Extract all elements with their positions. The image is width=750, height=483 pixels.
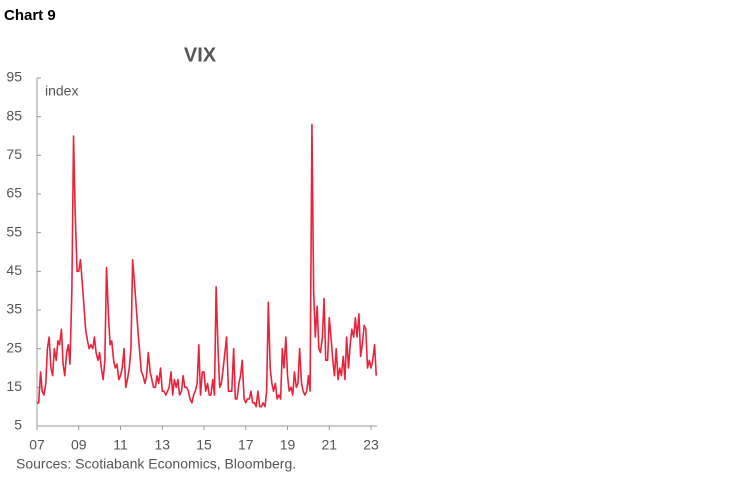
x-tick-label: 15 bbox=[196, 437, 212, 453]
x-tick-label: 21 bbox=[321, 437, 337, 453]
x-tick-label: 11 bbox=[113, 437, 128, 453]
y-tick-label: 35 bbox=[6, 301, 22, 317]
x-tick-label: 09 bbox=[71, 437, 87, 453]
y-tick-label: 45 bbox=[6, 262, 22, 278]
chart-title: VIX bbox=[184, 44, 217, 66]
source: Sources: Scotiabank Economics, Bloomberg… bbox=[16, 456, 296, 472]
y-tick-label: 75 bbox=[6, 146, 22, 162]
x-tick-label: 13 bbox=[154, 437, 170, 453]
x-tick-label: 19 bbox=[280, 437, 296, 453]
y-tick-label: 95 bbox=[6, 69, 22, 85]
y-tick-label: 25 bbox=[6, 339, 22, 355]
y-tick-label: 85 bbox=[6, 107, 22, 123]
y-tick-label: 55 bbox=[6, 223, 22, 239]
y-axis-label: index bbox=[45, 83, 78, 99]
y-tick-label: 5 bbox=[14, 417, 22, 433]
chart-header: Chart 9 bbox=[4, 7, 56, 24]
x-tick-label: 07 bbox=[29, 437, 45, 453]
data-line bbox=[37, 123, 378, 408]
x-tick-label: 17 bbox=[238, 437, 254, 453]
x-tick-label: 23 bbox=[363, 437, 379, 453]
y-tick-label: 65 bbox=[6, 185, 22, 201]
y-tick-label: 15 bbox=[6, 378, 22, 394]
